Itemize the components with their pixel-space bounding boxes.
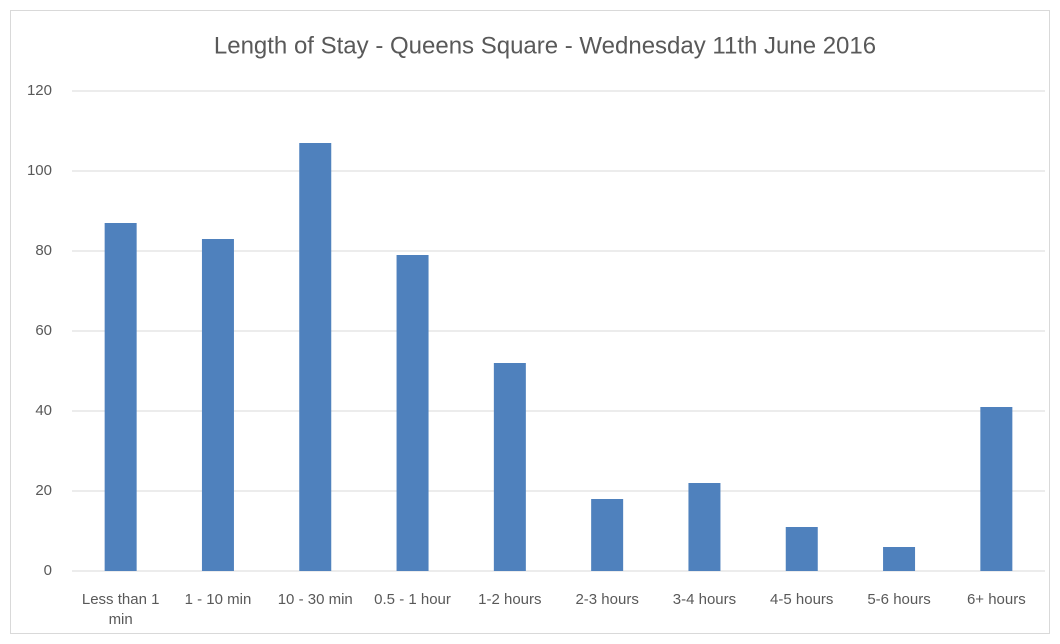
x-tick-label: 0.5 - 1 hour bbox=[374, 591, 451, 608]
bar bbox=[201, 239, 234, 571]
x-tick-label: 3-4 hours bbox=[672, 591, 737, 608]
x-tick-label: 5-6 hours bbox=[867, 591, 931, 608]
x-tick-label: 1-2 hours bbox=[478, 591, 542, 608]
y-tick-label: 40 bbox=[35, 402, 52, 419]
bar bbox=[299, 143, 332, 571]
y-tick-label: 60 bbox=[35, 322, 52, 339]
bar bbox=[883, 547, 916, 571]
bar bbox=[493, 363, 526, 571]
y-tick-label: 0 bbox=[44, 562, 52, 579]
chart-title: Length of Stay - Queens Square - Wednesd… bbox=[214, 32, 876, 59]
x-tick-label: 10 - 30 min bbox=[277, 591, 353, 608]
x-tick-label: 2-3 hours bbox=[575, 591, 639, 608]
chart-border bbox=[10, 10, 1050, 634]
y-tick-label: 120 bbox=[27, 82, 52, 99]
y-tick-label: 100 bbox=[27, 162, 52, 179]
bar bbox=[591, 499, 624, 571]
bar bbox=[688, 483, 721, 571]
bar bbox=[396, 255, 429, 571]
bar bbox=[785, 527, 818, 571]
x-tick-label: 1 - 10 min bbox=[184, 591, 252, 608]
x-tick-label: Less than 1 min bbox=[81, 591, 160, 628]
y-tick-label: 20 bbox=[35, 482, 52, 499]
x-tick-label: 4-5 hours bbox=[770, 591, 834, 608]
x-tick-label: 6+ hours bbox=[966, 591, 1026, 608]
bar bbox=[980, 407, 1013, 571]
y-tick-label: 80 bbox=[35, 242, 52, 259]
bar bbox=[104, 223, 137, 571]
